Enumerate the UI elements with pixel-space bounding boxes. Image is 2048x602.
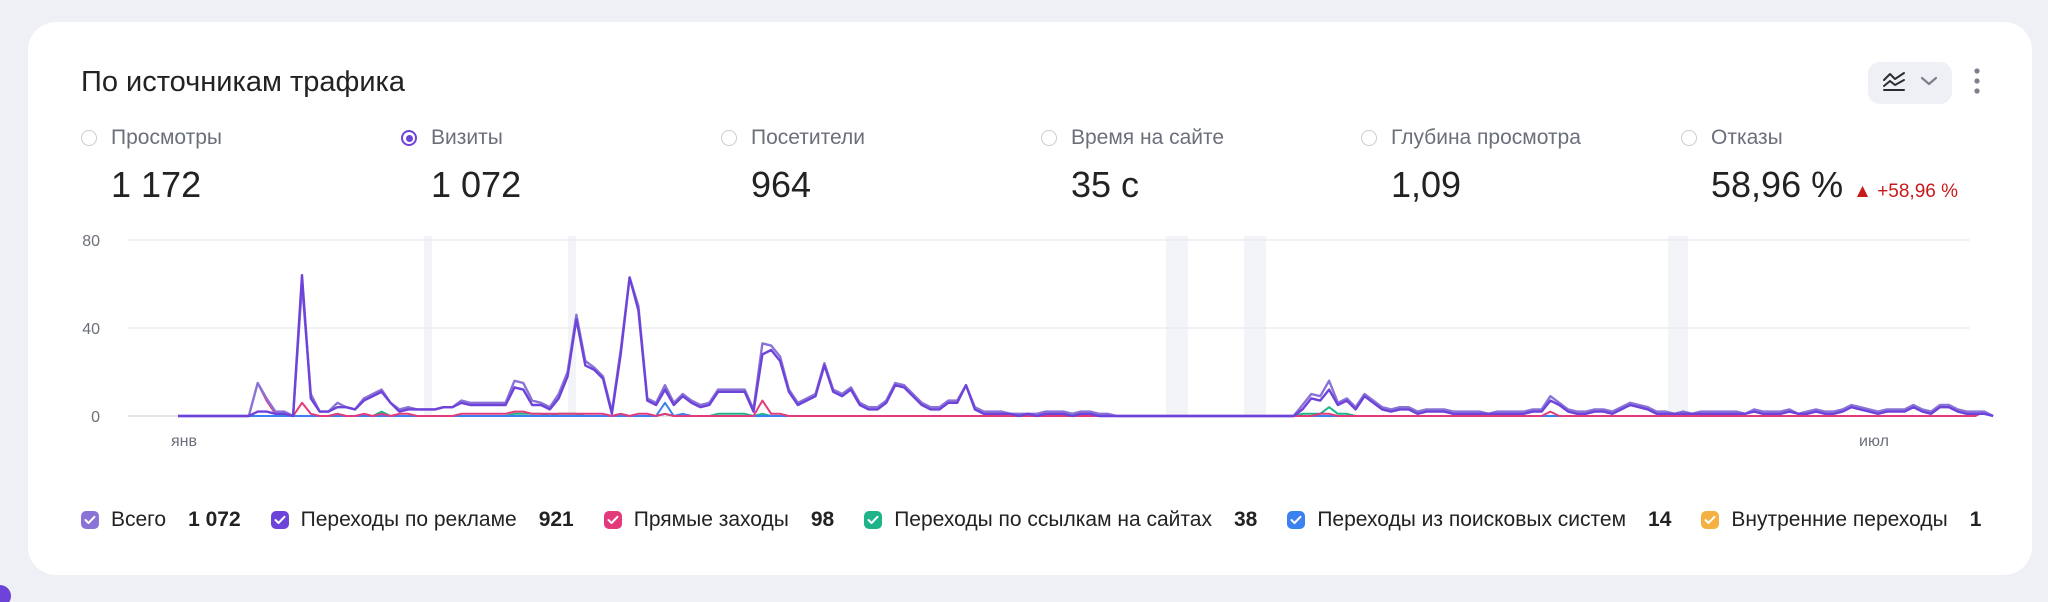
metric-page-depth[interactable]: Глубина просмотра 1,09 (1361, 126, 1581, 206)
legend-label: Переходы по ссылкам на сайтах (894, 508, 1212, 531)
more-options-button[interactable] (1970, 63, 1984, 103)
series-line-0 (178, 276, 1994, 418)
metric-pageviews[interactable]: Просмотры 1 172 (81, 126, 222, 206)
checkbox-checked-icon[interactable] (603, 511, 622, 529)
chart-type-button[interactable] (1868, 62, 1952, 104)
y-tick-label: 0 (91, 409, 100, 426)
legend-item[interactable]: Внутренние переходы 1 (1701, 508, 1981, 532)
legend-item[interactable]: Прямые заходы 98 (603, 508, 835, 532)
legend-item[interactable]: Переходы по ссылкам на сайтах 38 (864, 508, 1257, 532)
legend-label: Внутренние переходы (1731, 508, 1948, 531)
metric-label: Просмотры (111, 126, 222, 149)
checkbox-checked-icon[interactable] (270, 511, 289, 529)
series-line-1 (178, 273, 1994, 418)
legend-item[interactable]: Всего 1 072 (81, 508, 241, 532)
metric-radio[interactable] (81, 130, 97, 146)
chart-legend: Всего 1 072 Переходы по рекламе 921 Прямые з… (81, 508, 2011, 532)
metric-visitors[interactable]: Посетители 964 (721, 126, 865, 206)
metric-value: 58,96 % (1711, 164, 1844, 205)
legend-count: 14 (1648, 508, 1672, 531)
metric-value: 964 (751, 164, 812, 205)
legend-count: 921 (538, 508, 574, 531)
series-line-2 (178, 382, 1994, 417)
metric-radio[interactable] (721, 130, 737, 146)
legend-count: 98 (810, 508, 835, 531)
highlight-column (568, 236, 576, 416)
more-vertical-icon (1974, 67, 1980, 99)
metric-label: Глубина просмотра (1391, 126, 1581, 149)
traffic-sources-card: По источникам трафика Просмот (28, 22, 2032, 575)
legend-label: Переходы из поисковых систем (1317, 508, 1627, 531)
metric-radio-selected[interactable] (401, 130, 417, 146)
metric-radio[interactable] (1361, 130, 1377, 146)
metric-bounces[interactable]: Отказы 58,96 % ▲ +58,96 % (1681, 126, 1958, 206)
highlight-column (1166, 236, 1188, 416)
metric-radio[interactable] (1041, 130, 1057, 146)
legend-count: 1 072 (188, 508, 241, 531)
highlight-column (1668, 236, 1688, 416)
metric-value: 1,09 (1391, 164, 1462, 205)
traffic-line-chart[interactable]: 0 40 80 янв июл (28, 22, 2032, 482)
metric-label: Визиты (431, 126, 503, 149)
x-tick-label: янв (171, 433, 197, 450)
y-tick-label: 40 (82, 321, 100, 338)
avatar-badge-partial (0, 585, 11, 602)
legend-item[interactable]: Переходы из поисковых систем 14 (1287, 508, 1671, 532)
checkbox-checked-icon[interactable] (81, 511, 99, 529)
legend-count: 1 (1969, 508, 1982, 531)
metric-visits[interactable]: Визиты 1 072 (401, 126, 521, 206)
metric-delta: ▲ +58,96 % (1853, 181, 1959, 202)
checkbox-checked-icon[interactable] (1701, 511, 1720, 529)
checkbox-checked-icon[interactable] (1287, 511, 1306, 529)
chevron-down-icon (1920, 74, 1938, 92)
y-tick-label: 80 (82, 233, 100, 250)
metric-value: 1 172 (111, 164, 202, 205)
x-tick-label: июл (1859, 433, 1889, 450)
legend-label: Прямые заходы (633, 508, 789, 531)
card-title: По источникам трафика (81, 66, 405, 98)
metric-value: 35 с (1071, 164, 1140, 205)
metrics-row: Просмотры 1 172 Визиты 1 072 Посетители … (81, 126, 2001, 226)
metric-radio[interactable] (1681, 130, 1697, 146)
highlight-column (1244, 236, 1266, 416)
legend-label: Переходы по рекламе (300, 508, 517, 531)
legend-item[interactable]: Переходы по рекламе 921 (270, 508, 574, 532)
card-controls (1868, 62, 1984, 104)
metric-value-row: 58,96 % ▲ +58,96 % (1681, 164, 1958, 206)
checkbox-checked-icon[interactable] (864, 511, 883, 529)
metric-label: Отказы (1711, 126, 1783, 149)
metric-time-on-site[interactable]: Время на сайте 35 с (1041, 126, 1224, 206)
legend-label: Всего (111, 508, 167, 531)
highlight-column (424, 236, 432, 416)
metric-value: 1 072 (431, 164, 522, 205)
metric-label: Посетители (751, 126, 865, 149)
legend-count: 38 (1233, 508, 1258, 531)
line-chart-icon (1882, 70, 1906, 97)
metric-label: Время на сайте (1071, 126, 1225, 149)
